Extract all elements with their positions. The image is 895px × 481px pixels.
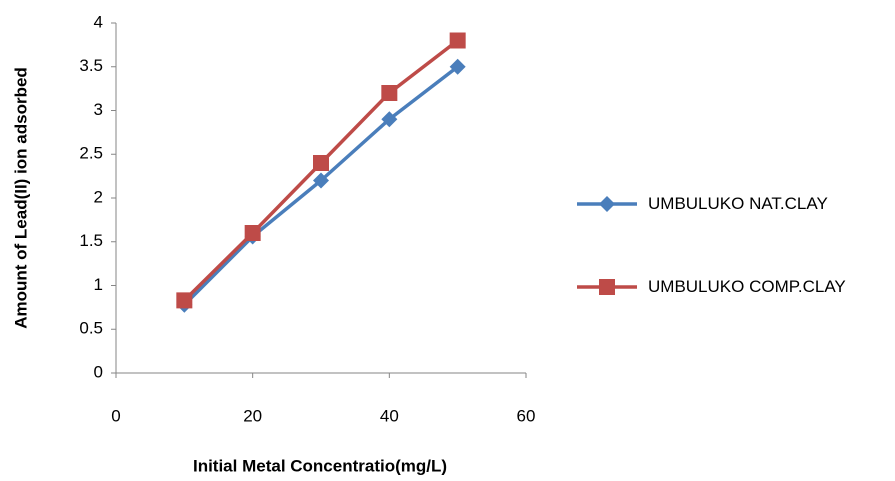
y-tick-label: 3 xyxy=(94,100,103,119)
data-point xyxy=(381,85,398,101)
y-tick-label: 1 xyxy=(94,275,103,294)
x-axis-title: Initial Metal Concentratio(mg/L) xyxy=(193,456,447,475)
x-tick-label: 0 xyxy=(111,406,120,425)
data-point xyxy=(176,292,193,309)
y-tick-label: 2.5 xyxy=(79,144,103,163)
y-tick-label: 2 xyxy=(94,187,103,206)
data-point xyxy=(244,225,261,241)
y-tick-label: 0 xyxy=(94,362,103,381)
data-point xyxy=(449,32,466,49)
x-tick-label: 60 xyxy=(517,406,536,425)
y-tick-label: 0.5 xyxy=(79,319,103,338)
y-axis-title: Amount of Lead(II) ion adsorbed xyxy=(11,67,30,329)
x-tick-label: 20 xyxy=(243,406,262,425)
y-tick-label: 3.5 xyxy=(79,56,103,75)
legend-label: UMBULUKO COMP.CLAY xyxy=(648,277,846,296)
legend-marker xyxy=(599,279,615,295)
legend-label: UMBULUKO NAT.CLAY xyxy=(648,194,828,213)
y-tick-label: 4 xyxy=(94,12,103,31)
data-point xyxy=(313,172,329,189)
x-tick-label: 40 xyxy=(380,406,399,425)
data-point xyxy=(381,111,398,128)
data-point xyxy=(313,155,329,171)
y-tick-label: 1.5 xyxy=(79,231,103,250)
legend-marker xyxy=(599,196,615,212)
data-point xyxy=(449,58,466,75)
